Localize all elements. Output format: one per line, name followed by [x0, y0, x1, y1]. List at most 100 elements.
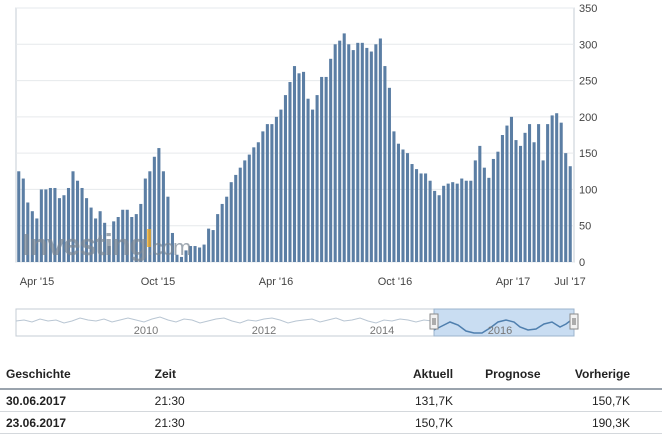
data-bar[interactable]	[396, 143, 400, 262]
data-bar[interactable]	[80, 187, 84, 262]
data-bar[interactable]	[324, 76, 328, 262]
data-bar[interactable]	[365, 47, 369, 262]
data-bar[interactable]	[220, 203, 224, 262]
data-bar[interactable]	[505, 125, 509, 262]
data-bar[interactable]	[555, 113, 559, 262]
data-bar[interactable]	[207, 228, 211, 262]
data-bar[interactable]	[537, 124, 541, 262]
data-bar[interactable]	[550, 115, 554, 262]
data-bar[interactable]	[270, 124, 274, 262]
data-bar[interactable]	[75, 180, 80, 262]
data-bar[interactable]	[464, 180, 468, 262]
data-bar[interactable]	[378, 38, 382, 263]
data-bar[interactable]	[179, 256, 184, 262]
data-bar[interactable]	[338, 40, 342, 262]
data-bar[interactable]	[419, 173, 423, 262]
data-bar[interactable]	[198, 247, 202, 262]
data-bar[interactable]	[94, 218, 98, 262]
navigator[interactable]: 2010 2012 2014 2016	[15, 308, 579, 337]
data-bar[interactable]	[446, 183, 450, 262]
data-bar[interactable]	[85, 198, 89, 262]
data-bar[interactable]	[297, 73, 301, 262]
data-bar[interactable]	[107, 246, 111, 262]
data-bar[interactable]	[225, 196, 229, 262]
data-bar[interactable]	[424, 173, 428, 262]
data-bar[interactable]	[482, 167, 486, 262]
data-bar[interactable]	[125, 209, 129, 262]
data-bar[interactable]	[428, 180, 432, 262]
data-bar[interactable]	[546, 124, 550, 262]
data-bar[interactable]	[523, 132, 527, 262]
data-bar[interactable]	[193, 246, 197, 262]
data-bar[interactable]	[130, 217, 134, 262]
data-bar[interactable]	[315, 95, 319, 262]
column-header-previous[interactable]: Vorherige	[540, 360, 662, 390]
column-header-history[interactable]: Geschichte	[0, 360, 155, 390]
data-bar[interactable]	[274, 116, 278, 262]
data-bar[interactable]	[216, 214, 220, 262]
data-bar[interactable]	[17, 171, 21, 262]
data-bar[interactable]	[356, 42, 360, 262]
data-bar[interactable]	[433, 190, 437, 262]
data-bar[interactable]	[148, 171, 152, 262]
data-bar[interactable]	[184, 250, 188, 262]
data-bar[interactable]	[360, 42, 364, 262]
data-bar[interactable]	[469, 180, 473, 262]
data-bar[interactable]	[306, 98, 310, 263]
data-bar[interactable]	[279, 109, 283, 262]
data-bar[interactable]	[491, 158, 495, 262]
data-bar[interactable]	[243, 160, 247, 262]
data-bar[interactable]	[238, 167, 242, 262]
data-bar[interactable]	[211, 230, 215, 262]
data-bar[interactable]	[170, 232, 174, 262]
data-bar[interactable]	[320, 76, 324, 262]
data-bar[interactable]	[451, 182, 455, 262]
data-bar[interactable]	[21, 178, 25, 262]
data-bar[interactable]	[496, 151, 500, 262]
data-bar[interactable]	[288, 82, 292, 263]
data-bar[interactable]	[62, 195, 66, 262]
data-bar[interactable]	[44, 189, 48, 262]
data-bar[interactable]	[478, 145, 482, 262]
data-bar[interactable]	[143, 178, 147, 262]
navigator-left-handle[interactable]	[429, 313, 439, 330]
data-bar[interactable]	[57, 198, 61, 262]
column-header-actual[interactable]: Aktuell	[332, 360, 454, 390]
data-bar[interactable]	[518, 145, 523, 262]
column-header-forecast[interactable]: Prognose	[453, 360, 541, 390]
data-bar[interactable]	[39, 189, 43, 262]
data-bar[interactable]	[442, 185, 446, 262]
data-bar[interactable]	[487, 177, 491, 262]
data-bar[interactable]	[473, 160, 477, 262]
data-bar[interactable]	[252, 147, 256, 262]
data-bar[interactable]	[568, 166, 572, 262]
data-bar[interactable]	[103, 222, 107, 262]
data-bar[interactable]	[369, 51, 373, 262]
column-header-time[interactable]: Zeit	[154, 360, 333, 390]
data-bar[interactable]	[311, 109, 315, 262]
data-bar[interactable]	[161, 171, 165, 262]
data-bar[interactable]	[387, 87, 391, 262]
data-bar[interactable]	[139, 203, 143, 262]
data-bar[interactable]	[292, 66, 297, 262]
data-bar[interactable]	[559, 122, 563, 262]
data-bar[interactable]	[66, 187, 71, 262]
data-bar[interactable]	[157, 148, 161, 262]
data-bar[interactable]	[229, 182, 233, 262]
data-bar[interactable]	[166, 196, 170, 262]
data-bar[interactable]	[541, 160, 545, 262]
data-bar[interactable]	[437, 195, 441, 262]
data-bar[interactable]	[121, 209, 125, 262]
data-bar[interactable]	[112, 221, 116, 262]
data-bar[interactable]	[234, 174, 238, 262]
data-bar[interactable]	[528, 124, 532, 262]
data-bar[interactable]	[460, 178, 464, 262]
data-bar[interactable]	[455, 183, 459, 262]
data-bar[interactable]	[35, 218, 39, 262]
data-bar[interactable]	[26, 202, 30, 262]
data-bar[interactable]	[89, 207, 93, 262]
data-bar[interactable]	[247, 154, 251, 262]
data-bar[interactable]	[401, 149, 405, 262]
data-bar[interactable]	[71, 171, 75, 262]
data-bar[interactable]	[342, 33, 346, 263]
